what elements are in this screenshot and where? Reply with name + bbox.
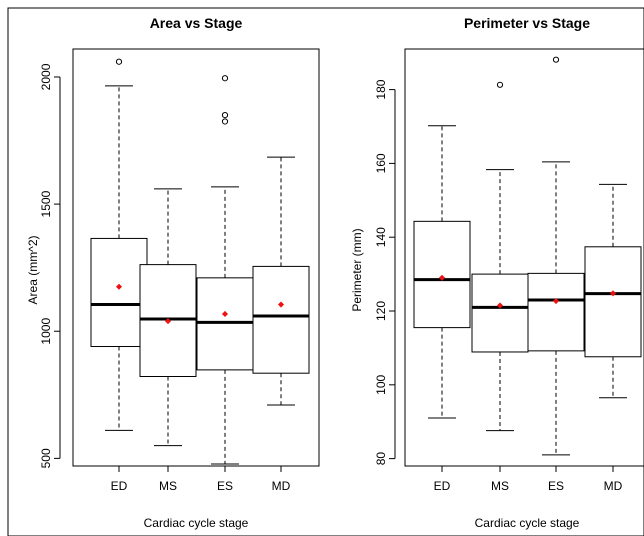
area-panel: Area vs Stage Cardiac cycle stage Area (… bbox=[26, 15, 320, 530]
perimeter-ms-outlier-point bbox=[496, 81, 504, 88]
area-es-outlier-point bbox=[221, 118, 229, 125]
area-x-axis-label: Cardiac cycle stage bbox=[144, 516, 249, 530]
perimeter-x-axis-label: Cardiac cycle stage bbox=[475, 516, 580, 530]
perimeter-y-tick-label: 120 bbox=[374, 301, 388, 321]
perimeter-y-tick-label: 140 bbox=[374, 227, 388, 247]
perimeter-y-tick-label: 180 bbox=[374, 79, 388, 99]
perimeter-chart-title: Perimeter vs Stage bbox=[464, 15, 590, 31]
area-es-outlier-point bbox=[221, 75, 229, 82]
perimeter-x-tick-label: ES bbox=[548, 479, 564, 493]
perimeter-y-axis-label: Perimeter (mm) bbox=[350, 228, 364, 311]
perimeter-ed-box bbox=[413, 220, 471, 329]
area-x-tick-label: ES bbox=[217, 479, 233, 493]
perimeter-y-tick-label: 100 bbox=[374, 374, 388, 394]
area-es-outlier-point bbox=[221, 112, 229, 119]
perimeter-x-tick-label: ED bbox=[434, 479, 451, 493]
area-ed-mean-marker bbox=[115, 283, 123, 290]
area-x-tick-label: MS bbox=[159, 479, 177, 493]
perimeter-y-tick-label: 160 bbox=[374, 153, 388, 173]
area-y-tick-label: 1000 bbox=[39, 318, 53, 345]
area-chart-title: Area vs Stage bbox=[150, 15, 243, 31]
area-x-tick-label: MD bbox=[272, 479, 291, 493]
area-y-tick-label: 500 bbox=[39, 448, 53, 468]
perimeter-ed-mean-marker bbox=[438, 274, 446, 281]
perimeter-md-mean-marker bbox=[609, 290, 617, 297]
area-es-box bbox=[196, 277, 254, 371]
perimeter-ms-box bbox=[471, 273, 529, 353]
area-y-axis-label: Area (mm^2) bbox=[26, 236, 40, 305]
perimeter-x-tick-label: MS bbox=[491, 479, 509, 493]
area-y-tick-label: 1500 bbox=[39, 190, 53, 217]
perimeter-es-box bbox=[527, 272, 585, 352]
area-es-mean-marker bbox=[221, 310, 229, 317]
perimeter-es-outlier-point bbox=[552, 56, 560, 63]
perimeter-x-tick-label: MD bbox=[604, 479, 623, 493]
area-ed-box bbox=[90, 237, 148, 347]
perimeter-es-mean-marker bbox=[552, 298, 560, 305]
area-plot-frame bbox=[72, 48, 320, 467]
area-y-tick-label: 2000 bbox=[39, 63, 53, 90]
area-x-tick-label: ED bbox=[111, 479, 128, 493]
area-ms-mean-marker bbox=[164, 318, 172, 325]
perimeter-md-box bbox=[584, 246, 642, 358]
perimeter-plot-frame bbox=[404, 48, 644, 467]
area-md-mean-marker bbox=[277, 301, 285, 308]
perimeter-ms-mean-marker bbox=[496, 302, 504, 309]
area-md-box bbox=[252, 265, 310, 374]
perimeter-y-tick-label: 80 bbox=[374, 452, 388, 466]
area-ed-outlier-point bbox=[115, 58, 123, 65]
perimeter-panel: Perimeter vs Stage Cardiac cycle stage P… bbox=[350, 15, 644, 530]
